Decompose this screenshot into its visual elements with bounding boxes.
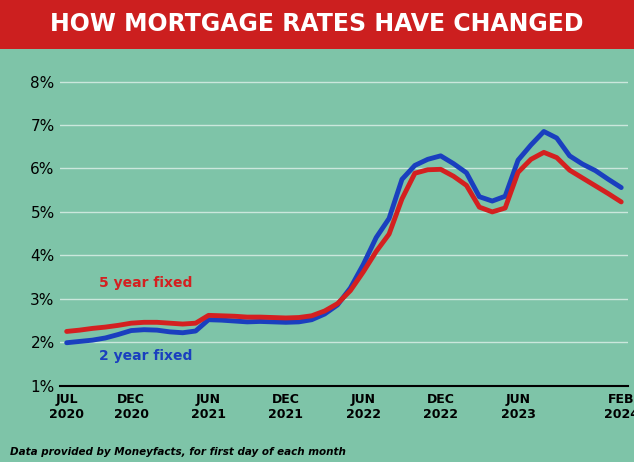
Text: 5 year fixed: 5 year fixed [99, 276, 192, 290]
Text: HOW MORTGAGE RATES HAVE CHANGED: HOW MORTGAGE RATES HAVE CHANGED [50, 12, 584, 36]
Text: Data provided by Moneyfacts, for first day of each month: Data provided by Moneyfacts, for first d… [10, 447, 346, 457]
Text: 2 year fixed: 2 year fixed [99, 349, 192, 363]
